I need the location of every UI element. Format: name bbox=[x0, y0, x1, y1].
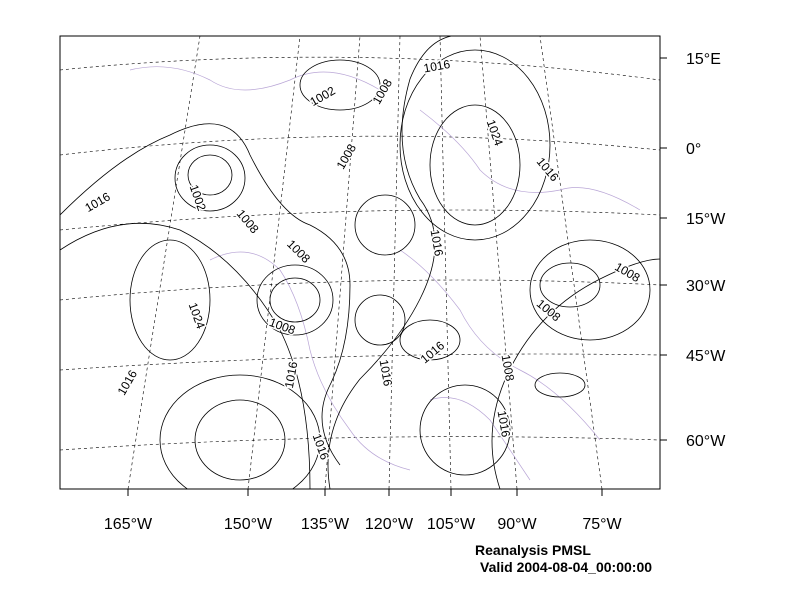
contour-label: 1016 bbox=[377, 358, 395, 387]
contour-label: 1008 bbox=[234, 207, 262, 237]
lat-label: 30°W bbox=[686, 278, 726, 295]
contour-label: 1024 bbox=[186, 301, 208, 331]
caption-valid: Valid 2004-08-04_00:00:00 bbox=[480, 559, 652, 575]
contour-label: 1008 bbox=[284, 237, 313, 266]
lat-label: 0° bbox=[686, 141, 701, 158]
contour-label: 1008 bbox=[370, 76, 396, 106]
lon-label: 75°W bbox=[582, 516, 622, 533]
lon-label: 135°W bbox=[301, 516, 350, 533]
lon-label: 90°W bbox=[497, 516, 537, 533]
contour-label: 1016 bbox=[83, 189, 113, 215]
contour-label: 1016 bbox=[534, 155, 562, 185]
lon-label: 120°W bbox=[365, 516, 414, 533]
lat-label: 15°W bbox=[686, 211, 726, 228]
contour-label: 1008 bbox=[334, 141, 360, 171]
lat-label: 60°W bbox=[686, 433, 726, 450]
contour-label: 1016 bbox=[418, 338, 448, 366]
contours bbox=[60, 36, 660, 489]
contour-label: 1002 bbox=[308, 83, 338, 109]
lon-label: 150°W bbox=[224, 516, 273, 533]
contour-label: 1016 bbox=[495, 409, 513, 438]
lat-label: 45°W bbox=[686, 348, 726, 365]
contour-label: 1016 bbox=[282, 360, 300, 389]
coastlines bbox=[129, 66, 641, 481]
graticule bbox=[60, 36, 660, 489]
lon-label: 105°W bbox=[427, 516, 476, 533]
contour-label: 1024 bbox=[484, 118, 506, 148]
contour-label: 1008 bbox=[499, 353, 517, 382]
contour-label: 1016 bbox=[428, 228, 446, 257]
map-frame bbox=[59, 35, 661, 490]
contour-label: 1016 bbox=[115, 367, 141, 397]
contour-label: 1008 bbox=[534, 296, 564, 324]
lon-label: 165°W bbox=[104, 516, 153, 533]
caption-title: Reanalysis PMSL bbox=[475, 542, 591, 558]
map-content bbox=[60, 36, 660, 489]
contour-label: 1002 bbox=[187, 183, 209, 213]
contour-label: 1016 bbox=[422, 57, 451, 75]
contour-label: 1016 bbox=[310, 432, 332, 462]
lat-label: 15°E bbox=[686, 51, 721, 68]
